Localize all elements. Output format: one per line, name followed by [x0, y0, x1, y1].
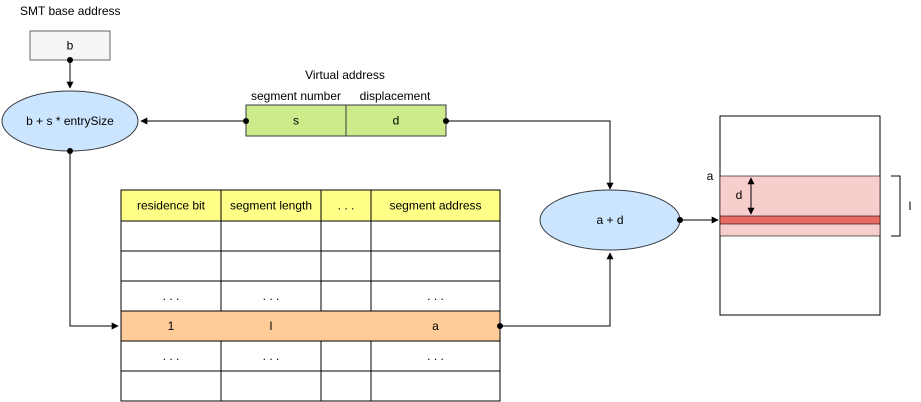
table-header-ellipsis-label: . . .: [338, 199, 355, 213]
table-header-segment-address: [370, 189, 501, 222]
table-cell: [120, 370, 222, 402]
segment-port: [243, 118, 249, 124]
index-compute-label: b + s * entrySize: [26, 114, 114, 128]
table-cell: [370, 280, 501, 312]
segment-region: [719, 175, 881, 237]
table-cell: [220, 280, 322, 312]
table-cell-text: . . .: [427, 289, 444, 303]
base-box: [29, 30, 111, 61]
sum-port: [677, 217, 683, 223]
segment-length-label: l: [909, 199, 912, 213]
segment-number-value: s: [293, 114, 299, 128]
base-box-label: b: [67, 39, 74, 53]
table-cell-text: . . .: [163, 349, 180, 363]
table-header-segment-length: [220, 189, 322, 222]
index-compute-port: [67, 148, 73, 154]
table-cell-text: a: [432, 319, 439, 333]
table-cell: [370, 250, 501, 282]
table-cell-text: . . .: [427, 349, 444, 363]
table-cell: [320, 250, 372, 282]
table-cell: [320, 370, 372, 402]
table-cell: [320, 340, 372, 372]
table-cell: [120, 250, 222, 282]
virtual-address-label: Virtual address: [305, 68, 385, 82]
table-cell: [120, 340, 222, 372]
table-header-segment-length-label: segment length: [230, 199, 312, 213]
row-to-sum-arrow: [500, 252, 614, 327]
table-cell: [320, 280, 372, 312]
displacement-port: [443, 118, 449, 124]
smt-base-address-label: SMT base address: [20, 4, 121, 18]
segment-number-field: [245, 104, 347, 137]
displacement-field: [345, 104, 447, 137]
displacement-label: d: [736, 188, 743, 202]
table-cell: [220, 250, 322, 282]
segment-start-label: a: [707, 169, 714, 183]
table-cell-text: . . .: [263, 289, 280, 303]
table-cell-text: 1: [168, 319, 175, 333]
segment-map-table: residence bit segment length . . . segment …: [120, 189, 501, 402]
table-row-highlight: [120, 310, 501, 342]
table-cell: [370, 370, 501, 402]
row-port: [497, 323, 503, 329]
table-cell: [370, 220, 501, 252]
table-cell: [370, 340, 501, 372]
base-box-port: [67, 57, 73, 63]
table-cell: [320, 220, 372, 252]
segment-number-header: segment number: [251, 89, 341, 103]
table-header-segment-address-label: segment address: [389, 199, 481, 213]
table-cell: [220, 220, 322, 252]
sum-node-label: a + d: [596, 213, 623, 227]
displacement-header: displacement: [360, 89, 431, 103]
table-cell-text: l: [270, 319, 273, 333]
table-cell: [220, 370, 322, 402]
table-cell-text: . . .: [163, 289, 180, 303]
segment-length-bracket: [891, 175, 901, 237]
table-cell-text: . . .: [263, 349, 280, 363]
table-cell: [120, 220, 222, 252]
displacement-to-sum-arrow: [446, 120, 614, 190]
addressed-word: [719, 215, 881, 225]
table-header-residence-bit-label: residence bit: [137, 199, 206, 213]
index-to-row-arrow: [69, 151, 119, 330]
displacement-value: d: [393, 114, 400, 128]
